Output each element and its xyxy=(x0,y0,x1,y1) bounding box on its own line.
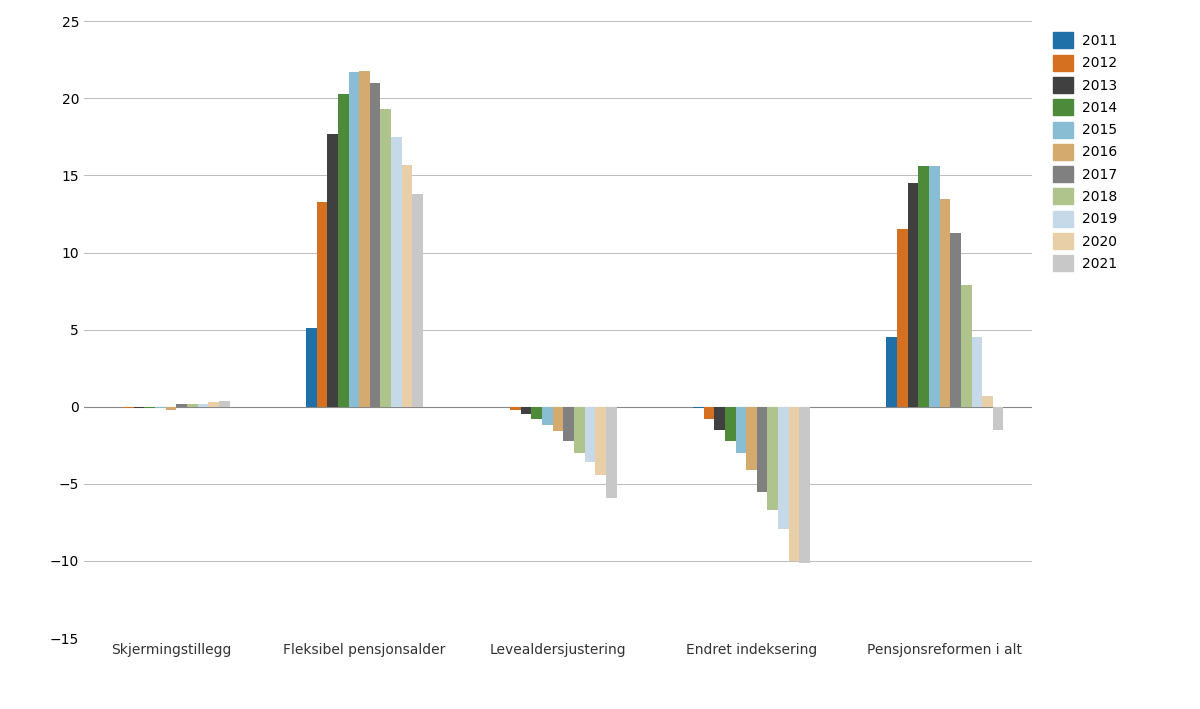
Bar xyxy=(402,164,413,407)
Bar xyxy=(413,194,424,407)
Bar xyxy=(584,407,595,462)
Bar xyxy=(144,407,155,408)
Bar xyxy=(961,285,972,407)
Bar xyxy=(757,407,768,491)
Bar xyxy=(918,166,929,407)
Bar xyxy=(982,396,992,407)
Bar xyxy=(218,401,229,407)
Bar xyxy=(338,94,348,407)
Bar xyxy=(359,71,370,407)
Bar xyxy=(542,407,553,425)
Bar xyxy=(606,407,617,498)
Legend: 2011, 2012, 2013, 2014, 2015, 2016, 2017, 2018, 2019, 2020, 2021: 2011, 2012, 2013, 2014, 2015, 2016, 2017… xyxy=(1049,28,1121,276)
Bar xyxy=(155,407,166,408)
Bar xyxy=(736,407,746,453)
Bar xyxy=(563,407,574,441)
Bar xyxy=(574,407,584,453)
Bar xyxy=(532,407,542,419)
Bar xyxy=(166,407,176,410)
Bar xyxy=(898,230,907,407)
Bar xyxy=(703,407,714,419)
Bar xyxy=(510,407,521,410)
Bar xyxy=(788,407,799,561)
Bar xyxy=(929,166,940,407)
Bar xyxy=(950,233,961,407)
Bar xyxy=(370,83,380,407)
Bar xyxy=(553,407,563,432)
Bar xyxy=(176,403,187,407)
Bar xyxy=(907,183,918,407)
Bar xyxy=(317,201,328,407)
Bar xyxy=(198,403,209,407)
Bar xyxy=(124,407,134,408)
Bar xyxy=(328,134,338,407)
Bar xyxy=(714,407,725,430)
Bar xyxy=(887,337,898,407)
Bar xyxy=(746,407,757,470)
Bar xyxy=(799,407,810,562)
Bar xyxy=(595,407,606,474)
Bar xyxy=(134,407,144,408)
Bar xyxy=(972,337,982,407)
Bar xyxy=(778,407,788,529)
Bar xyxy=(391,137,402,407)
Bar xyxy=(992,407,1003,430)
Bar xyxy=(768,407,778,510)
Bar xyxy=(306,328,317,407)
Bar xyxy=(521,407,532,415)
Bar xyxy=(725,407,736,441)
Bar xyxy=(209,402,218,407)
Bar xyxy=(348,72,359,407)
Bar xyxy=(187,403,198,407)
Bar xyxy=(940,199,950,407)
Bar xyxy=(692,407,703,408)
Bar xyxy=(380,109,391,407)
